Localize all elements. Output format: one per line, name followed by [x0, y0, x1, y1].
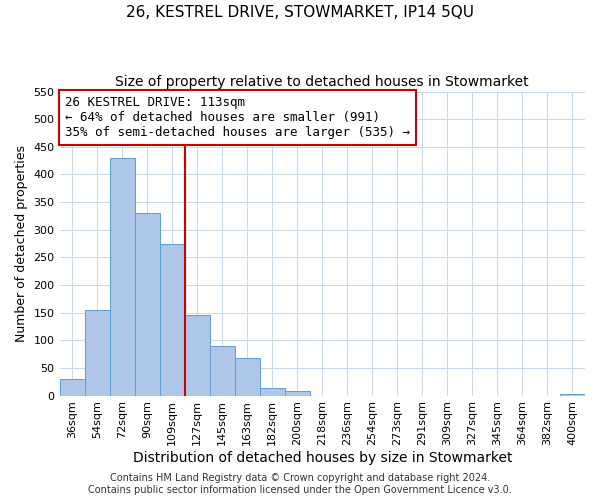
Bar	[235, 358, 260, 396]
Bar	[209, 346, 235, 396]
X-axis label: Distribution of detached houses by size in Stowmarket: Distribution of detached houses by size …	[133, 451, 512, 465]
Bar	[560, 394, 585, 396]
Bar	[185, 316, 209, 396]
Bar	[59, 379, 85, 396]
Bar	[85, 310, 110, 396]
Text: Contains HM Land Registry data © Crown copyright and database right 2024.
Contai: Contains HM Land Registry data © Crown c…	[88, 474, 512, 495]
Text: 26 KESTREL DRIVE: 113sqm
← 64% of detached houses are smaller (991)
35% of semi-: 26 KESTREL DRIVE: 113sqm ← 64% of detach…	[65, 96, 410, 139]
Bar	[110, 158, 134, 396]
Text: 26, KESTREL DRIVE, STOWMARKET, IP14 5QU: 26, KESTREL DRIVE, STOWMARKET, IP14 5QU	[126, 5, 474, 20]
Title: Size of property relative to detached houses in Stowmarket: Size of property relative to detached ho…	[115, 75, 529, 89]
Bar	[160, 244, 185, 396]
Y-axis label: Number of detached properties: Number of detached properties	[15, 145, 28, 342]
Bar	[285, 391, 310, 396]
Bar	[134, 213, 160, 396]
Bar	[260, 388, 285, 396]
